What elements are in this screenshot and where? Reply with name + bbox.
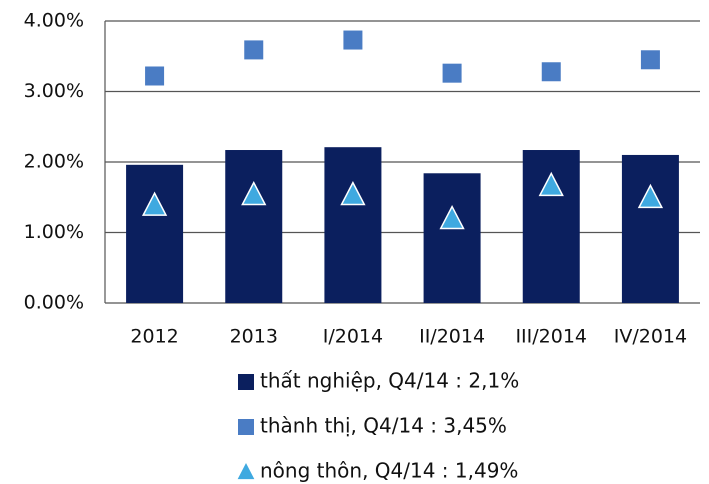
y-tick-label: 0.00%	[24, 292, 84, 314]
bar	[621, 154, 679, 303]
x-tick-label: I/2014	[323, 326, 383, 348]
y-tick-label: 4.00%	[24, 10, 84, 32]
x-tick-label: III/2014	[515, 326, 587, 348]
triangle-marker	[141, 191, 168, 216]
bar	[324, 147, 382, 303]
x-tick-label: 2013	[230, 326, 278, 348]
legend-marker	[238, 419, 254, 435]
legend-marker	[235, 459, 257, 481]
square-marker	[343, 30, 363, 50]
square-marker	[442, 63, 462, 83]
legend-label: nông thôn, Q4/14 : 1,49%	[260, 459, 518, 483]
triangle-marker	[439, 204, 465, 230]
y-tick-label: 2.00%	[24, 151, 84, 173]
square-marker	[244, 40, 264, 60]
legend-marker	[238, 374, 254, 390]
triangle-marker	[637, 183, 664, 209]
legend-label: thành thị, Q4/14 : 3,45%	[260, 414, 507, 438]
x-tick-label: IV/2014	[614, 326, 687, 348]
square-marker	[541, 62, 561, 82]
y-tick-label: 1.00%	[24, 221, 84, 243]
legend-label: thất nghiệp, Q4/14 : 2,1%	[260, 369, 519, 393]
triangle-marker	[241, 180, 267, 206]
bar	[423, 173, 481, 303]
square-marker	[145, 66, 165, 86]
bar	[225, 150, 283, 303]
y-tick-label: 3.00%	[24, 80, 84, 102]
triangle-marker	[538, 171, 564, 197]
x-tick-label: II/2014	[419, 326, 485, 348]
bar	[126, 164, 184, 303]
triangle-marker	[340, 180, 366, 206]
x-tick-label: 2012	[130, 326, 178, 348]
square-marker	[640, 50, 660, 70]
